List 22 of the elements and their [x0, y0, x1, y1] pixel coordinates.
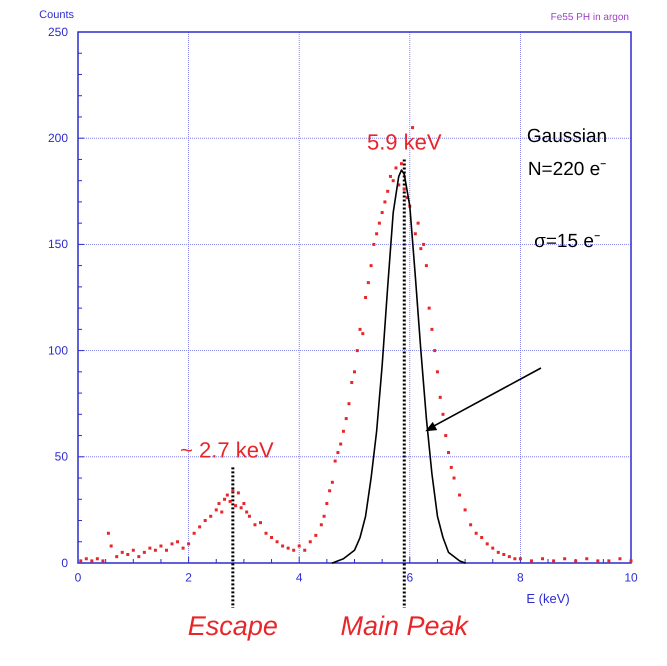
y-axis-title: Counts — [39, 9, 74, 21]
ref-line-label: Escape — [188, 611, 278, 641]
x-tick-label: 4 — [296, 570, 303, 585]
annotation: N=220 e⁻ — [528, 159, 606, 180]
y-tick-label: 100 — [48, 343, 68, 358]
x-tick-label: 8 — [517, 570, 524, 585]
chart-title: Fe55 PH in argon — [550, 12, 629, 23]
x-tick-label: 2 — [185, 570, 192, 585]
y-tick-label: 250 — [48, 24, 68, 39]
x-tick-label: 0 — [74, 570, 82, 585]
annotation: 5.9 keV — [366, 129, 442, 154]
annotation: σ=15 e⁻ — [534, 231, 600, 252]
x-axis-title: E (keV) — [526, 591, 570, 606]
annotation: Gaussian — [526, 126, 608, 147]
y-tick-label: 150 — [48, 237, 68, 252]
annotation: ~ 2.7 keV — [180, 437, 274, 462]
y-tick-label: 200 — [48, 131, 68, 146]
ref-line-label: Main Peak — [340, 611, 470, 641]
y-tick-label: 0 — [61, 556, 68, 570]
x-tick-label: 6 — [406, 570, 414, 585]
x-tick-label: 10 — [624, 570, 638, 585]
y-tick-label: 50 — [54, 450, 68, 464]
